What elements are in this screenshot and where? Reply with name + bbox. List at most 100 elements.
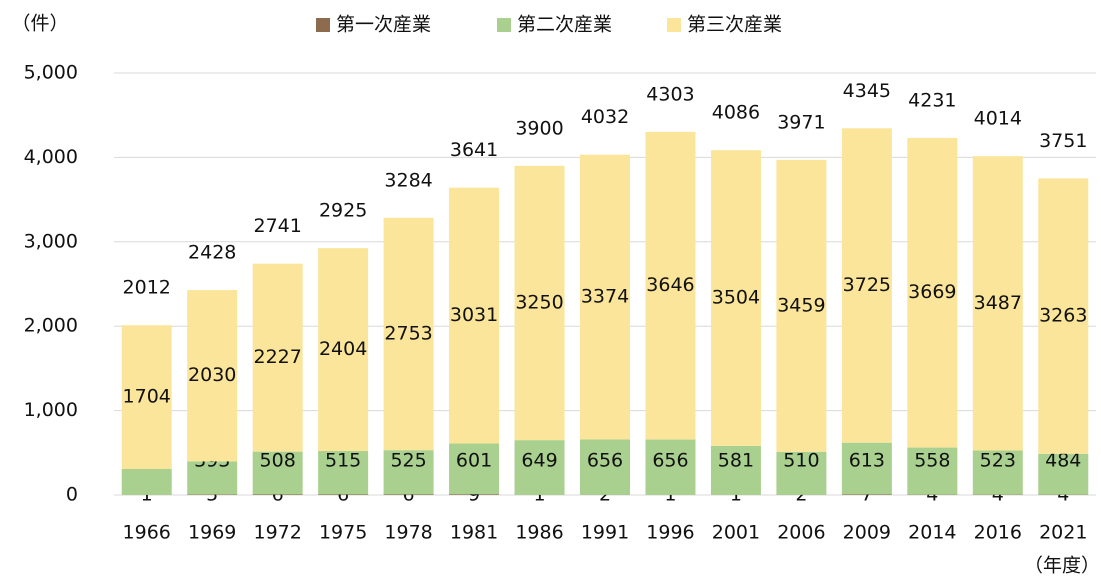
y-tick-label: 3,000 <box>24 230 78 252</box>
bar-segment <box>841 494 892 495</box>
bar-segment <box>121 325 172 470</box>
data-label: 558 <box>914 450 950 472</box>
bar-segment <box>710 150 761 446</box>
total-label: 3971 <box>777 111 825 133</box>
bar-segment <box>514 440 565 495</box>
total-label: 4086 <box>712 102 760 124</box>
legend-swatch <box>667 18 681 32</box>
bar-segment <box>580 154 630 440</box>
total-label: 3751 <box>1039 130 1087 152</box>
total-label: 2741 <box>253 215 301 237</box>
x-tick-label: 1996 <box>646 522 694 544</box>
data-label: 508 <box>260 450 296 472</box>
x-tick-label: 1981 <box>450 522 498 544</box>
data-label: 3487 <box>974 292 1022 314</box>
data-label: 523 <box>980 450 1016 472</box>
bar-segment <box>383 217 434 451</box>
legend-label: 第三次産業 <box>687 14 782 36</box>
bar-segment <box>972 450 1023 495</box>
bar-segment <box>187 461 238 495</box>
data-label: 3031 <box>450 304 498 326</box>
bar-segment <box>187 290 238 462</box>
data-label: 1704 <box>123 386 171 408</box>
bar-segment <box>1038 178 1089 454</box>
x-tick-label: 2006 <box>777 522 825 544</box>
legend-label: 第一次産業 <box>336 14 431 36</box>
data-label: 3669 <box>908 281 956 303</box>
data-label: 3263 <box>1039 305 1087 327</box>
bar-segment <box>252 263 303 452</box>
bar-segment <box>383 494 434 495</box>
total-label: 2428 <box>188 242 236 264</box>
bar-segment <box>318 494 369 495</box>
data-label: 3459 <box>777 294 825 316</box>
total-label: 4231 <box>908 89 956 111</box>
bar-segment <box>645 131 696 440</box>
data-label: 601 <box>456 450 492 472</box>
y-tick-label: 1,000 <box>24 399 78 421</box>
data-label: 3725 <box>843 274 891 296</box>
bar-segment <box>252 494 303 495</box>
data-label: 3504 <box>712 287 760 309</box>
y-tick-label: 5,000 <box>24 62 78 84</box>
data-label: 2404 <box>319 338 367 360</box>
x-tick-label: 1991 <box>581 522 629 544</box>
x-tick-label: 1978 <box>384 522 432 544</box>
legend-label: 第二次産業 <box>517 14 612 36</box>
x-tick-label: 1972 <box>253 522 301 544</box>
data-label: 613 <box>849 450 885 472</box>
data-label: 649 <box>521 450 557 472</box>
bar-segment <box>514 165 565 441</box>
data-label: 515 <box>325 450 361 472</box>
x-tick-label: 2001 <box>712 522 760 544</box>
total-label: 3284 <box>384 169 432 191</box>
y-unit: （件） <box>11 13 68 35</box>
x-tick-label: 2014 <box>908 522 956 544</box>
bar-segment <box>1038 453 1089 495</box>
x-tick-label: 1969 <box>188 522 236 544</box>
data-label: 510 <box>783 450 819 472</box>
x-tick-label: 2021 <box>1039 522 1087 544</box>
data-label: 3250 <box>515 291 563 313</box>
y-tick-label: 2,000 <box>24 315 78 337</box>
bar-segment <box>449 494 500 495</box>
y-tick-label: 4,000 <box>24 146 78 168</box>
bar-segment <box>121 469 172 495</box>
total-label: 3641 <box>450 139 498 161</box>
x-tick-label: 1966 <box>123 522 171 544</box>
bar-segment <box>645 439 696 495</box>
bar-segment <box>252 451 303 495</box>
bar-segment <box>580 439 630 495</box>
total-label: 4014 <box>974 108 1022 130</box>
x-tick-label: 1986 <box>515 522 563 544</box>
total-label: 4303 <box>646 83 694 105</box>
bar-segment <box>776 159 827 452</box>
bar-segment <box>907 137 958 448</box>
x-tick-label: 2009 <box>843 522 891 544</box>
data-label: 581 <box>718 450 754 472</box>
bar-segment <box>383 450 434 495</box>
x-tick-label: 1975 <box>319 522 367 544</box>
bar-segment <box>449 187 500 444</box>
y-tick-label: 0 <box>66 484 78 506</box>
data-label: 656 <box>652 450 688 472</box>
data-label: 3374 <box>581 286 629 308</box>
bar-segment <box>318 248 369 452</box>
bar-segment <box>907 447 958 495</box>
legend-swatch <box>497 18 511 32</box>
data-label: 484 <box>1045 450 1081 472</box>
data-label: 525 <box>390 450 426 472</box>
data-label: 3646 <box>646 274 694 296</box>
total-label: 4032 <box>581 106 629 128</box>
bar-segment <box>776 451 827 495</box>
bar-segment <box>841 442 892 495</box>
total-label: 2012 <box>123 277 171 299</box>
data-label: 2030 <box>188 364 236 386</box>
x-unit: （年度） <box>1024 555 1100 577</box>
total-label: 3900 <box>515 117 563 139</box>
bar-segment <box>318 451 369 495</box>
total-label: 4345 <box>843 80 891 102</box>
data-label: 2753 <box>384 323 432 345</box>
data-label: 656 <box>587 450 623 472</box>
